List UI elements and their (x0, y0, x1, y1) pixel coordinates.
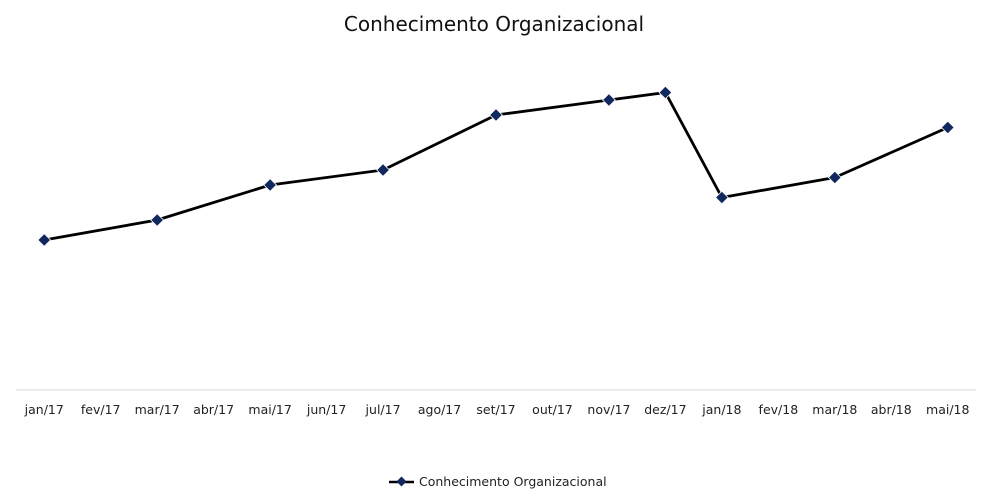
data-point (602, 93, 616, 107)
x-tick-label: jan/17 (24, 402, 64, 417)
chart-title: Conhecimento Organizacional (344, 12, 644, 36)
x-tick-label: mai/17 (248, 402, 291, 417)
data-point (376, 163, 390, 177)
plot-area: jan/17 fev/17 mar/17 abr/17 mai/17 jun/17 jul/… (16, 85, 976, 417)
x-tick-label: abr/18 (871, 402, 912, 417)
x-tick-label: jan/18 (701, 402, 741, 417)
data-point (489, 108, 503, 122)
x-tick-label: set/17 (476, 402, 515, 417)
x-tick-label: mar/17 (135, 402, 180, 417)
x-tick-label: mai/18 (926, 402, 969, 417)
x-tick-label: fev/17 (81, 402, 121, 417)
data-point (37, 233, 52, 247)
legend: Conhecimento Organizacional (389, 474, 607, 489)
data-point (714, 190, 729, 205)
legend-marker-swatch (396, 476, 407, 487)
x-tick-label: ago/17 (418, 402, 461, 417)
x-tick-label: nov/17 (587, 402, 630, 417)
data-point (150, 213, 165, 227)
x-tick-label: mar/18 (812, 402, 857, 417)
x-tick-label: out/17 (532, 402, 573, 417)
series-line (43, 91, 949, 242)
x-tick-label: jun/17 (306, 402, 346, 417)
x-tick-label: jul/17 (365, 402, 401, 417)
x-tick-label: dez/17 (644, 402, 686, 417)
data-point (658, 85, 673, 100)
data-point (940, 120, 955, 135)
data-point (263, 178, 278, 192)
x-tick-label: abr/17 (193, 402, 234, 417)
series-layer (37, 85, 955, 247)
x-tick-labels: jan/17 fev/17 mar/17 abr/17 mai/17 jun/17 jul/… (24, 402, 970, 417)
x-tick-label: fev/18 (759, 402, 799, 417)
data-point (827, 170, 842, 185)
legend-label: Conhecimento Organizacional (419, 474, 607, 489)
